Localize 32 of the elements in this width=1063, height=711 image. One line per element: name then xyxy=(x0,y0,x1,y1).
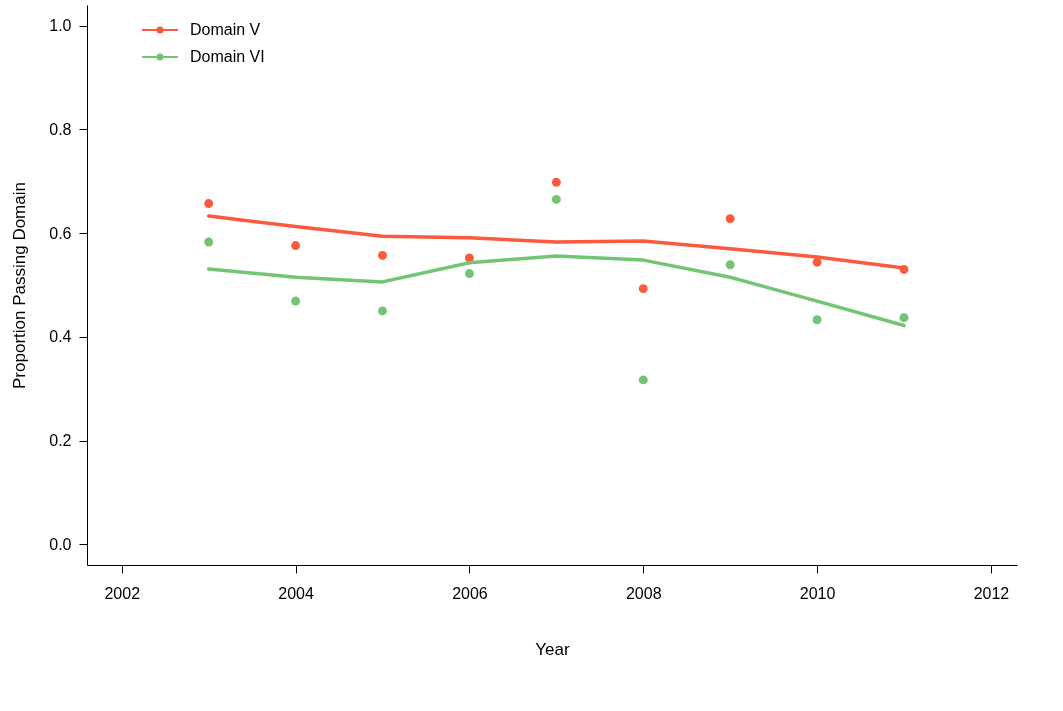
point xyxy=(464,269,474,279)
x-tick-label: 2010 xyxy=(799,584,836,602)
point xyxy=(378,250,387,260)
line-series xyxy=(206,254,906,328)
point xyxy=(551,194,561,204)
y-tick-label: 0.6 xyxy=(49,224,72,242)
point xyxy=(638,375,648,385)
y-tick-label: 0.4 xyxy=(49,328,72,346)
point xyxy=(812,315,822,325)
point xyxy=(291,241,301,251)
point xyxy=(725,260,735,270)
x-tick-label: 2006 xyxy=(452,584,488,602)
point xyxy=(291,296,301,306)
point xyxy=(204,199,214,209)
x-axis-title: Year xyxy=(535,639,571,659)
y-axis-title: Proportion Passing Domain xyxy=(10,182,30,389)
y-tick-label: 0.8 xyxy=(49,120,72,138)
x-tick-label: 2004 xyxy=(278,584,314,602)
point xyxy=(899,313,909,323)
y-tick-label: 1.0 xyxy=(49,17,72,35)
y-tick-label: 0.0 xyxy=(49,535,72,553)
point xyxy=(725,214,735,224)
x-tick-label: 2002 xyxy=(104,584,141,602)
legend-label: Domain V xyxy=(190,21,261,38)
point xyxy=(378,306,387,316)
y-tick-label: 0.2 xyxy=(49,432,72,450)
legend-label: Domain VI xyxy=(190,48,265,65)
point xyxy=(551,177,561,187)
x-tick-label: 2008 xyxy=(625,584,662,602)
x-tick-label: 2012 xyxy=(973,584,1010,602)
point xyxy=(204,237,214,247)
point xyxy=(638,284,648,294)
